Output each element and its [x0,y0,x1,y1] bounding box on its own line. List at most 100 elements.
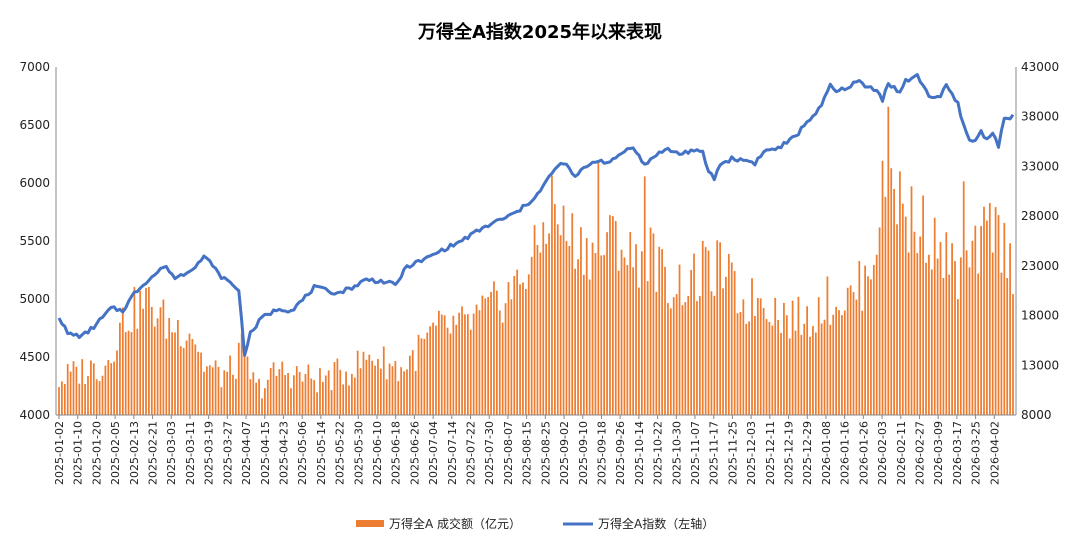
x-tick-label: 2025-12-29 [801,421,814,485]
volume-bar [232,374,234,415]
x-tick-label: 2025-07-04 [427,421,440,485]
volume-bar [353,377,356,415]
volume-bar [177,320,179,415]
volume-bar [577,259,579,415]
x-tick-label: 2025-11-25 [726,421,739,485]
volume-bar [472,313,475,415]
volume-bar [278,369,281,415]
x-tick-label: 2025-07-30 [483,421,496,485]
volume-bar [69,371,72,415]
volume-bar [449,333,452,415]
volume-bar [406,369,408,415]
volume-bar [890,168,893,415]
volume-bar [156,318,159,415]
volume-bar [327,370,330,415]
volume-bar [255,382,258,415]
volume-bar [185,340,188,415]
volume-bar [377,358,379,415]
axes [55,67,1017,416]
volume-bar [63,383,66,415]
volume-bar [678,264,681,415]
volume-bar [237,342,240,415]
volume-bar [652,233,655,415]
x-tick-label: 2026-03-17 [951,421,964,485]
volume-bar [826,276,829,415]
volume-bar [443,315,446,415]
volume-bar [797,296,800,415]
volume-bar [568,245,571,415]
volume-bar [342,384,345,415]
x-tick-label: 2026-03-25 [970,421,983,485]
volume-bar [574,268,577,415]
volume-bar [983,206,985,415]
volume-bar [768,321,771,415]
volume-bar [200,352,202,415]
x-tick-label: 2025-10-14 [633,421,646,485]
volume-bar [403,371,405,415]
x-tick-label: 2025-05-14 [315,421,328,485]
volume-bar [864,265,866,415]
volume-bar [588,279,591,415]
chart-title: 万得全A指数2025年以来表现 [417,21,662,43]
volume-bar [397,381,400,415]
volume-bar [293,375,295,415]
volume-bar [223,370,226,415]
volume-bar [324,375,327,415]
volume-bar [704,247,707,415]
volume-bar [388,363,391,415]
right-axis-ticks: 8000 13000 18000 23000 28000 33000 38000 43000 [1021,60,1059,422]
volume-bar [698,296,701,415]
volume-bar [75,366,78,415]
x-tick-label: 2025-05-30 [352,421,365,485]
volume-bar [617,270,620,415]
x-tick-label: 2025-02-05 [109,421,122,485]
volume-bar [832,314,835,415]
volume-bar [522,282,524,415]
left-tick-label: 6000 [19,176,50,190]
x-axis-ticks: 2025-01-02 2025-01-10 2025-01-20 2025-02-05… [53,415,1001,485]
volume-bar [812,326,814,415]
x-tick-label: 2026-02-11 [895,421,908,485]
volume-bar [319,368,321,415]
volume-bar [565,240,568,415]
volume-bar [968,267,971,415]
volume-bar [524,288,527,415]
volume-bar [725,276,727,415]
volume-bar [930,269,933,415]
x-tick-label: 2025-12-19 [783,421,796,485]
x-tick-label: 2025-09-02 [558,421,571,485]
right-tick-label: 38000 [1021,110,1059,124]
volume-bar [594,253,597,415]
volume-bar [980,226,982,415]
volume-bar [136,328,139,415]
volume-bar [788,338,791,415]
volume-bar [298,371,301,415]
volume-bar [820,323,823,415]
volume-bar [484,298,487,415]
left-tick-label: 6500 [19,118,50,132]
x-tick-label: 2025-03-27 [221,421,234,485]
volume-bar [110,363,113,415]
volume-bar [559,235,562,415]
volume-bar [368,354,371,415]
volume-bar [420,338,423,415]
volume-bar [487,297,490,415]
volume-bar [252,372,255,415]
volume-bar [365,359,368,415]
volume-bar [217,366,220,415]
volume-bar [153,326,156,415]
volume-bar [936,258,939,415]
volume-bar [687,295,690,415]
volume-bar [124,332,127,415]
volume-bar [458,312,461,415]
volume-bar [580,227,582,415]
volume-bar [696,301,698,415]
volume-bar [681,305,684,415]
volume-bar [258,378,260,415]
volume-bar [414,370,417,415]
volume-bar [875,254,878,415]
legend: 万得全A 成交额（亿元） 万得全A指数（左轴） [356,516,714,531]
volume-bar [191,338,194,415]
volume-bar [716,240,719,415]
volume-bar [954,261,956,415]
